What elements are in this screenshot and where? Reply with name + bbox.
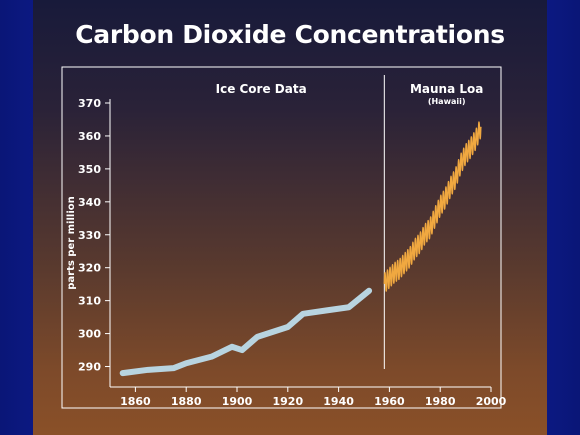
x-tick-label-1880: 1880 (171, 395, 202, 408)
mauna-loa-point (439, 205, 442, 207)
chart-panel (33, 0, 547, 435)
mauna-loa-point (408, 256, 411, 259)
x-tick-label-1860: 1860 (120, 395, 151, 408)
y-tick-label-360: 360 (78, 130, 101, 143)
y-tick-label-370: 370 (78, 97, 101, 110)
mauna-loa-point (454, 177, 457, 180)
chart-border (61, 66, 502, 409)
y-tick-label-310: 310 (78, 295, 101, 308)
mauna-loa-point (398, 268, 401, 270)
x-tick-label-1960: 1960 (374, 395, 405, 408)
mauna-loa-point (429, 227, 431, 229)
series-layer (119, 121, 482, 377)
series-line-ice-core (119, 287, 373, 377)
section-label-ice-core: Ice Core Data (216, 82, 307, 96)
ice-core-point (347, 305, 351, 309)
mauna-loa-point (480, 126, 482, 129)
ice-core-point (210, 355, 214, 359)
mauna-loa-point (424, 233, 426, 235)
mauna-loa-point (383, 282, 386, 284)
x-tick-label-1920: 1920 (272, 395, 303, 408)
ice-core-point (301, 312, 305, 316)
y-tick-label-330: 330 (78, 229, 101, 242)
y-tick-label-340: 340 (78, 196, 101, 209)
ice-core-point (121, 371, 125, 375)
section-label-mauna-loa: Mauna Loa (410, 82, 483, 96)
series-line-mauna-loa (383, 121, 482, 292)
mauna-loa-point (393, 271, 396, 274)
ice-core-point (255, 335, 259, 339)
mauna-loa-point (474, 138, 477, 141)
x-tick-label-1900: 1900 (222, 395, 253, 408)
slide-title: Carbon Dioxide Concentrations (75, 20, 505, 49)
y-axis-label: parts per million (66, 196, 77, 290)
ice-core-point (240, 348, 244, 352)
mauna-loa-point (469, 147, 472, 149)
mauna-loa-point (414, 248, 416, 250)
mauna-loa-point (388, 277, 391, 279)
x-tick-label-1940: 1940 (323, 395, 354, 408)
y-tick-label-350: 350 (78, 163, 101, 176)
ice-core-point (286, 325, 290, 329)
ice-core-point (324, 309, 328, 313)
ice-core-point (146, 368, 150, 372)
mauna-loa-point (449, 186, 452, 189)
mauna-loa-point (434, 216, 436, 218)
ice-core-point (230, 345, 234, 349)
chart-frame (61, 66, 502, 409)
ice-core-point (184, 361, 188, 365)
x-tick-label-2000: 2000 (476, 395, 507, 408)
y-axis: 290 300 310 320 330 340 350 360 370 (78, 97, 111, 387)
ice-core-point (367, 289, 371, 293)
y-tick-label-300: 300 (78, 328, 101, 341)
x-tick-label-1980: 1980 (425, 395, 456, 408)
x-axis: 1860 1880 1900 1920 1940 1960 1980 2000 (110, 386, 507, 408)
section-sublabel-hawaii: (Hawaii) (428, 97, 466, 106)
mauna-loa-point (464, 153, 467, 156)
mauna-loa-point (419, 242, 421, 244)
y-tick-label-290: 290 (78, 361, 101, 374)
mauna-loa-point (444, 197, 447, 199)
mauna-loa-point (459, 163, 462, 166)
y-tick-label-320: 320 (78, 262, 101, 275)
mauna-loa-point (403, 262, 406, 264)
ice-core-point (172, 366, 175, 370)
